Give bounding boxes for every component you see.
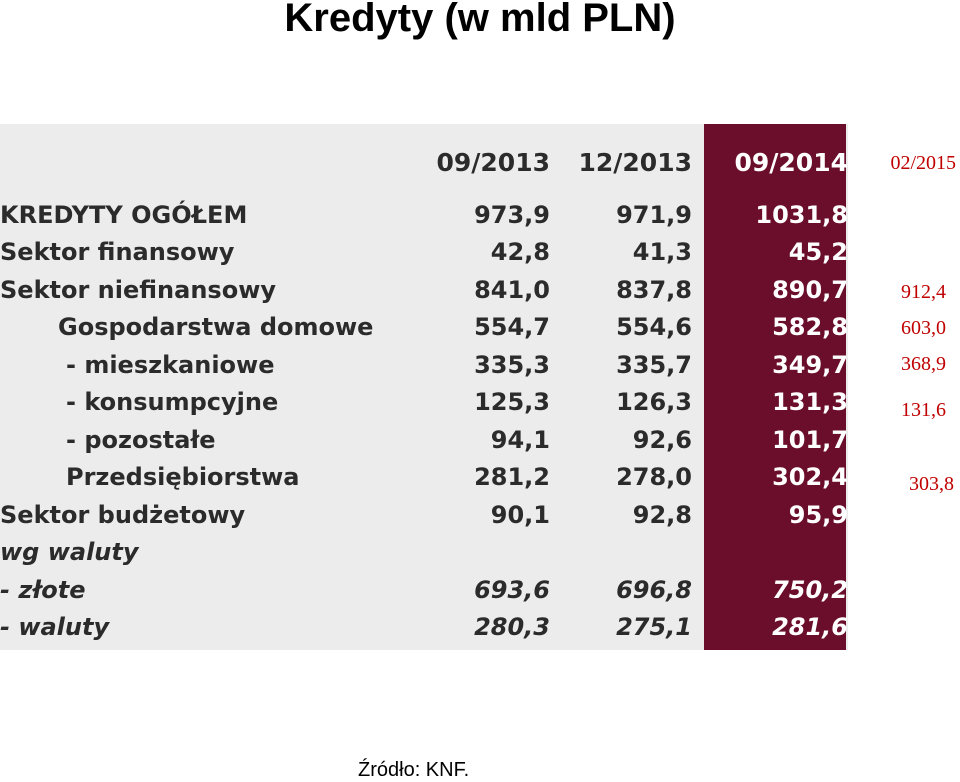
cell-value: 890,7 — [772, 275, 848, 304]
cell-value: 131,3 — [772, 388, 848, 417]
cell-value: 554,6 — [616, 313, 692, 342]
row-label: Sektor budżetowy — [0, 500, 246, 529]
table-row: Przedsiębiorstwa 281,2 278,0 302,4 — [0, 459, 848, 497]
source-note: Źródło: KNF. — [358, 759, 470, 781]
cell-value: 302,4 — [772, 463, 848, 492]
cell-value: 278,0 — [616, 463, 692, 492]
column-header-12-2013: 12/2013 — [578, 147, 692, 177]
page-title: Kredyty (w mld PLN) — [284, 0, 676, 40]
row-label: Sektor niefinansowy — [0, 275, 277, 304]
cell-value: 696,8 — [616, 575, 692, 604]
cell-value: 92,6 — [632, 425, 692, 454]
cell-value — [550, 534, 692, 572]
header-label-empty — [0, 124, 410, 196]
extra-value-mieszkaniowe: 368,9 — [901, 353, 946, 375]
column-header-09-2013: 09/2013 — [436, 147, 550, 177]
row-label: wg waluty — [0, 538, 139, 567]
extra-value-gospodarstwa-domowe: 603,0 — [901, 317, 946, 339]
cell-value: 693,6 — [474, 575, 550, 604]
extra-value-przedsiebiorstwa: 303,8 — [909, 473, 954, 495]
table-row: - pozostałe 94,1 92,6 101,7 — [0, 421, 848, 459]
row-label: - mieszkaniowe — [66, 350, 275, 379]
cell-value: 90,1 — [490, 500, 550, 529]
cell-value: 101,7 — [772, 425, 848, 454]
cell-value: 41,3 — [632, 238, 692, 267]
row-label: - złote — [0, 575, 86, 604]
column-header-09-2014: 09/2014 — [734, 147, 848, 177]
cell-value: 1031,8 — [755, 200, 848, 229]
cell-value: 750,2 — [772, 575, 848, 604]
cell-value: 582,8 — [772, 313, 848, 342]
row-label: Sektor finansowy — [0, 238, 235, 267]
table-row: Sektor finansowy 42,8 41,3 45,2 — [0, 234, 848, 272]
row-label: KREDYTY OGÓŁEM — [0, 200, 248, 229]
table-row: - konsumpcyjne 125,3 126,3 131,3 — [0, 384, 848, 422]
extra-column-header: 02/2015 — [890, 152, 956, 174]
table-row: Gospodarstwa domowe 554,7 554,6 582,8 — [0, 309, 848, 347]
cell-value: 45,2 — [788, 238, 848, 267]
extra-value-sektor-niefinansowy: 912,4 — [901, 281, 946, 303]
cell-value: 837,8 — [616, 275, 692, 304]
cell-value: 280,3 — [474, 613, 550, 642]
cell-value: 971,9 — [616, 200, 692, 229]
table-row: - mieszkaniowe 335,3 335,7 349,7 — [0, 346, 848, 384]
cell-value: 42,8 — [490, 238, 550, 267]
cell-value: 92,8 — [632, 500, 692, 529]
cell-value: 281,6 — [772, 613, 848, 642]
cell-value: 841,0 — [474, 275, 550, 304]
cell-value: 973,9 — [474, 200, 550, 229]
cell-value: 95,9 — [788, 500, 848, 529]
table-row: wg waluty — [0, 534, 848, 572]
row-label: Przedsiębiorstwa — [66, 463, 300, 492]
credits-table: 09/2013 12/2013 09/2014 KREDYTY OGÓŁEM 9… — [0, 124, 848, 646]
cell-value: 281,2 — [474, 463, 550, 492]
table-row: Sektor budżetowy 90,1 92,8 95,9 — [0, 496, 848, 534]
cell-value — [692, 534, 848, 572]
cell-value: 125,3 — [474, 388, 550, 417]
table-row: - waluty 280,3 275,1 281,6 — [0, 609, 848, 647]
cell-value: 275,1 — [616, 613, 692, 642]
row-label: - konsumpcyjne — [66, 388, 279, 417]
row-label: Gospodarstwa domowe — [58, 313, 374, 342]
cell-value: 94,1 — [490, 425, 550, 454]
cell-value: 126,3 — [616, 388, 692, 417]
cell-value — [410, 534, 550, 572]
table-row: - złote 693,6 696,8 750,2 — [0, 571, 848, 609]
highlighted-column-background — [704, 124, 846, 650]
table-row: Sektor niefinansowy 841,0 837,8 890,7 — [0, 271, 848, 309]
cell-value: 554,7 — [474, 313, 550, 342]
extra-value-konsumpcyjne: 131,6 — [901, 399, 946, 421]
row-label: - pozostałe — [66, 425, 216, 454]
table-row: KREDYTY OGÓŁEM 973,9 971,9 1031,8 — [0, 196, 848, 234]
cell-value: 335,7 — [616, 350, 692, 379]
table-header-row: 09/2013 12/2013 09/2014 — [0, 124, 848, 196]
cell-value: 349,7 — [772, 350, 848, 379]
cell-value: 335,3 — [474, 350, 550, 379]
row-label: - waluty — [0, 613, 110, 642]
